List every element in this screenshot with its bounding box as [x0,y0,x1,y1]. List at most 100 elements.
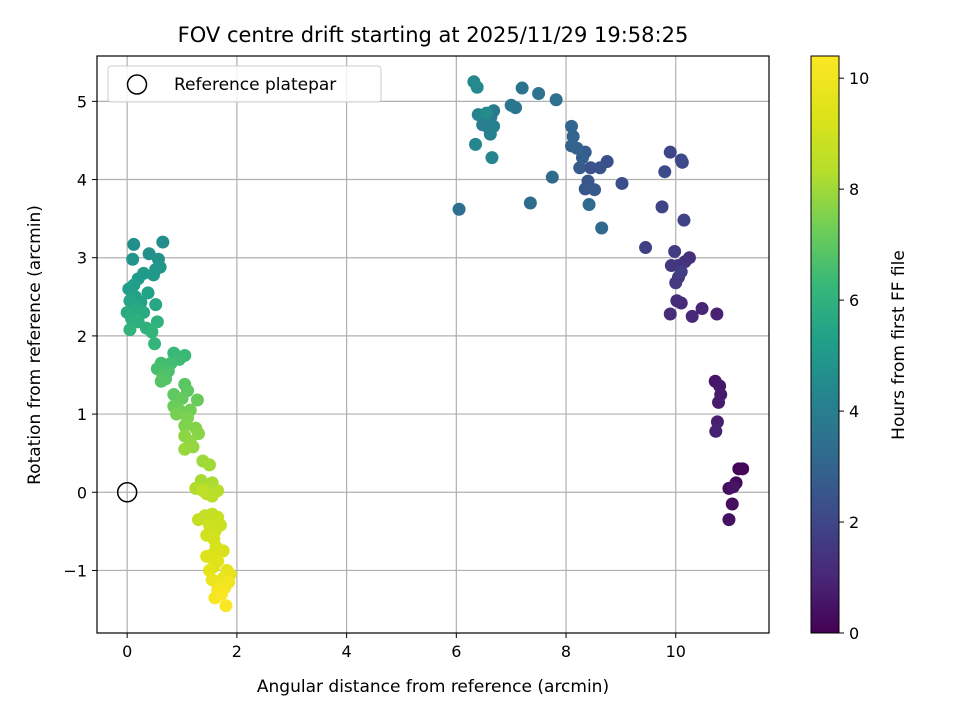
data-point [126,252,140,266]
x-axis-ticks: 0 2 4 6 8 10 [122,633,686,661]
data-point [685,309,699,323]
data-point [677,213,691,227]
scatter-points [120,75,750,613]
data-point [664,259,678,273]
colorbar-tick-label: 2 [849,513,859,532]
data-point [191,427,205,441]
data-point [178,419,192,433]
y-tick-label: −1 [63,561,87,580]
colorbar-tick-label: 8 [849,180,859,199]
data-point [674,265,688,279]
data-point [127,237,141,251]
y-tick-label: 5 [77,92,87,111]
grid [97,56,769,633]
data-point [190,393,204,407]
colorbar-tick-label: 4 [849,402,859,421]
data-point [545,170,559,184]
data-point [175,391,189,405]
data-point [523,196,537,210]
data-point [469,137,483,151]
reference-platepar-marker [116,482,138,503]
data-point [584,161,598,175]
x-tick-label: 2 [232,642,242,661]
x-tick-label: 4 [342,642,352,661]
data-point [196,484,210,498]
data-point [710,307,724,321]
data-point [156,235,170,249]
y-tick-label: 4 [77,171,87,190]
data-point [549,93,563,107]
data-point [150,315,164,329]
data-point [573,161,587,175]
data-point [668,244,682,258]
data-point [137,305,151,319]
y-tick-label: 0 [77,483,87,502]
data-point [736,462,750,476]
colorbar-ticks: 0 2 4 6 8 10 [839,69,869,643]
data-point [722,513,736,527]
data-point [615,176,629,190]
data-point [485,151,499,165]
legend: Reference platepar [107,65,382,103]
data-point [712,395,726,409]
colorbar-tick-label: 10 [849,69,869,88]
x-axis-label: Angular distance from reference (arcmin) [257,677,609,697]
data-point [200,549,214,563]
data-point [655,200,669,214]
data-point [141,286,155,300]
data-point [191,513,205,527]
data-point [663,145,677,159]
y-axis-ticks: −1 0 1 2 3 4 5 [63,92,97,580]
plot-frame [96,55,770,634]
colorbar-tick-label: 6 [849,291,859,310]
x-tick-label: 0 [122,642,132,661]
data-point [575,151,589,165]
data-point [570,141,584,155]
data-point [145,325,159,339]
data-point [670,294,684,308]
legend-marker-icon [126,74,148,95]
data-point [675,155,689,169]
data-point [593,161,607,175]
data-point [595,221,609,235]
data-point [639,241,653,255]
data-point [202,458,216,472]
data-point [709,424,723,438]
data-point [578,182,592,196]
data-point [509,101,523,115]
data-point [588,183,602,197]
data-point [178,442,192,456]
data-point [695,302,709,316]
y-axis-label: Rotation from reference (arcmin) [25,205,45,485]
data-point [532,87,546,101]
data-point [669,276,683,290]
data-point [219,599,233,613]
data-point [147,268,161,282]
data-point [170,407,184,421]
data-point [154,374,168,388]
data-point [479,106,493,120]
data-point [565,119,579,133]
colorbar-tick-label: 0 [849,624,859,643]
legend-box [107,65,382,103]
chart-title: FOV centre drift starting at 2025/11/29 … [178,23,689,47]
data-point [726,480,740,494]
data-point [658,165,672,179]
data-point [566,130,580,144]
data-point [148,337,162,351]
y-tick-label: 2 [77,327,87,346]
data-point [470,80,484,94]
data-point [582,198,596,212]
x-tick-label: 6 [451,642,461,661]
data-point [215,587,229,601]
y-tick-label: 3 [77,249,87,268]
data-point [149,298,163,312]
colorbar [810,55,840,634]
data-point [216,544,230,558]
x-tick-label: 10 [666,642,686,661]
data-point [663,307,677,321]
colorbar-label: Hours from first FF file [889,250,909,440]
data-point [515,81,529,95]
data-point [452,202,466,216]
